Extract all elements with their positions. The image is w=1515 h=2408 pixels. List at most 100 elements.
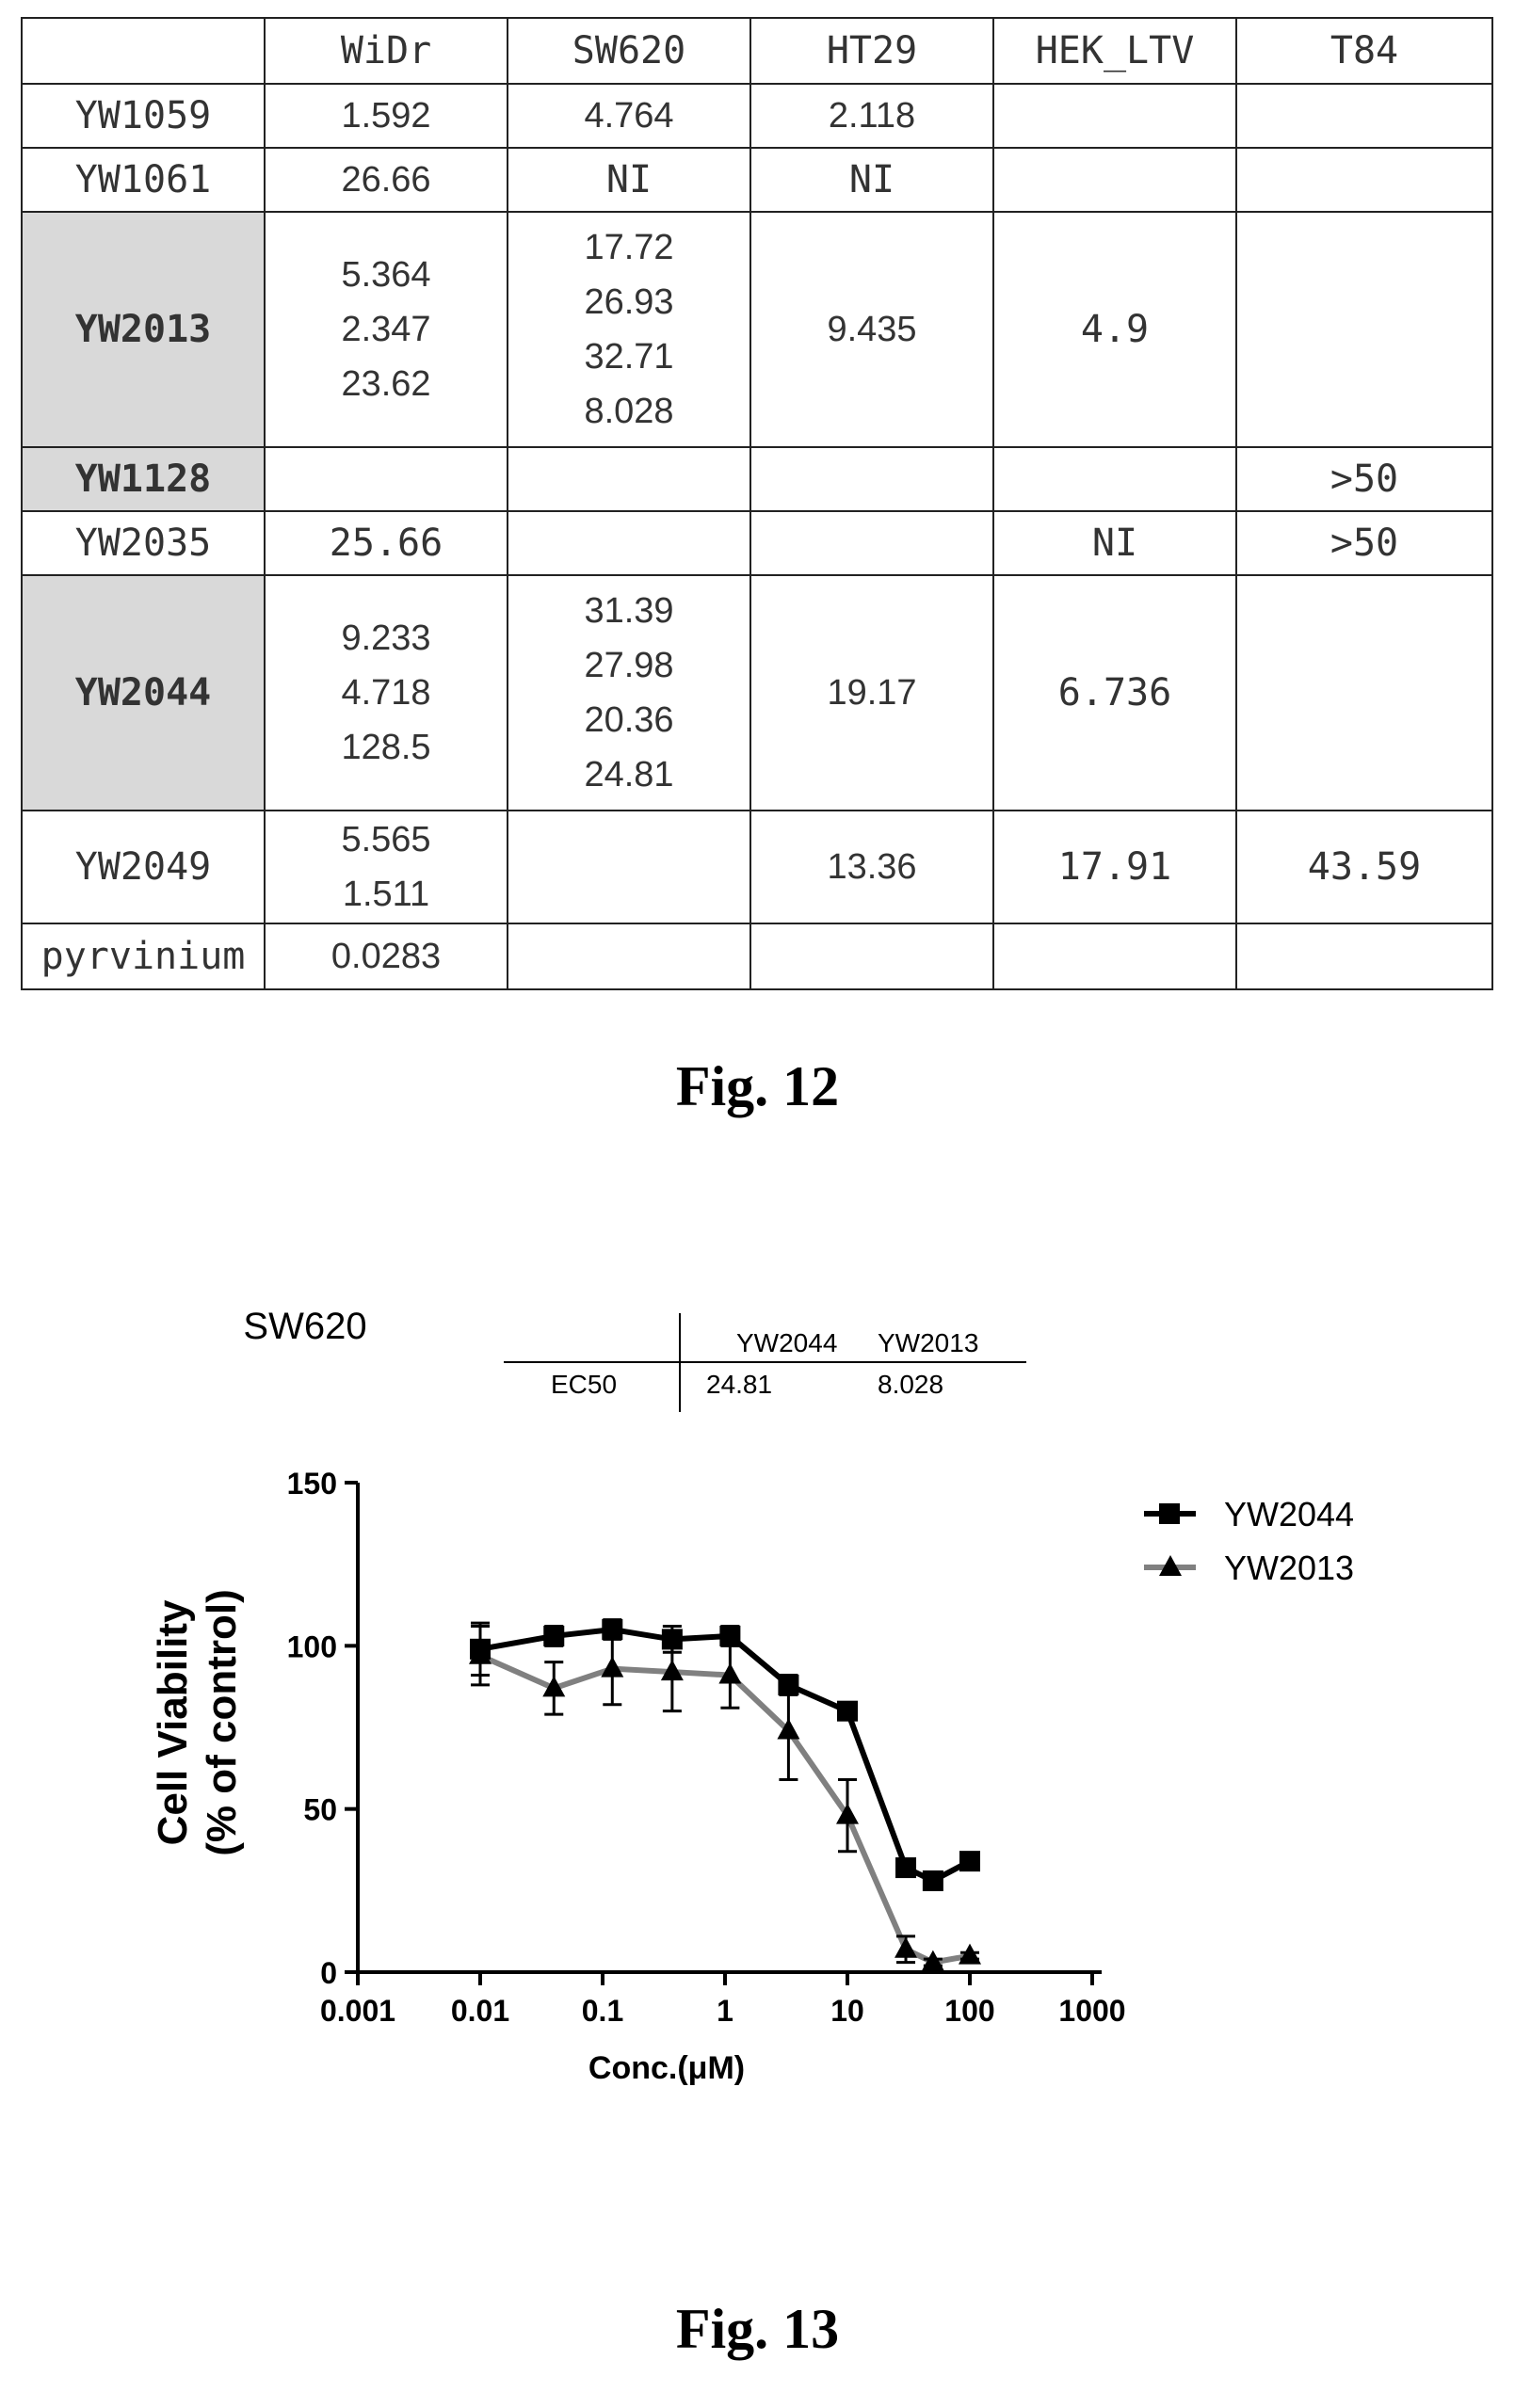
cell-value: 9.233 — [341, 618, 431, 658]
x-axis-label: Conc.(μM) — [588, 2050, 745, 2086]
legend-label-yw2013: YW2013 — [1224, 1549, 1354, 1587]
y-ticks: 0 50 100 150 — [287, 1467, 358, 1990]
x-tick-label: 0.01 — [451, 1994, 509, 2028]
table-cell: NI — [992, 510, 1237, 576]
cell-value: 31.39 — [584, 591, 674, 631]
table-cell — [1235, 83, 1493, 149]
table-cell — [992, 446, 1237, 512]
y-tick-label: 50 — [303, 1793, 337, 1827]
cell-value: 1.592 — [341, 96, 431, 136]
cell-value: 17.72 — [584, 228, 674, 267]
cell-value: >50 — [1330, 522, 1399, 565]
table-cell: 26.66 — [264, 147, 508, 213]
table-cell: >50 — [1235, 510, 1493, 576]
table-cell: 17.91 — [992, 810, 1237, 924]
cell-value: 0.0283 — [330, 937, 442, 976]
data-point — [543, 1625, 565, 1646]
column-header: T84 — [1235, 17, 1493, 85]
cell-value: 5.565 — [341, 820, 431, 859]
ec50-value-yw2013: 8.028 — [878, 1370, 943, 1399]
legend-marker-yw2013 — [1159, 1555, 1182, 1576]
table-header-row: WiDr SW620 HT29 HEK_LTV T84 — [21, 17, 1493, 85]
data-point — [895, 1857, 917, 1879]
cell-value: 6.736 — [1057, 671, 1172, 714]
ec50-mini-table: YW2044 YW2013 EC50 24.81 8.028 — [504, 1313, 1026, 1412]
data-point — [719, 1625, 741, 1646]
column-header: HT29 — [749, 17, 994, 85]
cell-value: 5.364 — [341, 255, 431, 295]
row-header: YW2013 — [21, 211, 266, 448]
cell-value: 27.98 — [584, 646, 674, 685]
ec50-row-label: EC50 — [551, 1370, 617, 1399]
data-point — [959, 1943, 981, 1965]
data-point — [922, 1870, 943, 1891]
table-cell: 5.565 1.511 — [264, 810, 508, 924]
table-cell: 19.17 — [749, 574, 994, 811]
ec50-header-yw2044: YW2044 — [736, 1328, 837, 1357]
y-tick-label: 0 — [320, 1956, 337, 1990]
table-cell — [992, 923, 1237, 990]
data-point — [921, 1950, 944, 1971]
series-line — [479, 1626, 972, 1885]
table-cell: 9.435 — [749, 211, 994, 448]
row-header: YW2049 — [21, 810, 266, 924]
table-row: YW2013 5.364 2.347 23.62 17.72 26.93 32.71 8.02… — [21, 211, 1493, 448]
table-cell — [749, 923, 994, 990]
table-cell: 6.736 — [992, 574, 1237, 811]
table-cell: 5.364 2.347 23.62 — [264, 211, 508, 448]
cell-value: 26.66 — [341, 160, 431, 200]
cell-value: 24.81 — [584, 755, 674, 795]
table-cell: >50 — [1235, 446, 1493, 512]
ec50-header-yw2013: YW2013 — [878, 1328, 978, 1357]
series-line — [478, 1652, 971, 1966]
table-cell — [749, 446, 994, 512]
cell-value: 2.118 — [828, 96, 916, 136]
row-header: YW1059 — [21, 83, 266, 149]
data-point — [601, 1656, 624, 1678]
x-tick-label: 1000 — [1058, 1994, 1125, 2028]
table-cell: 9.233 4.718 128.5 — [264, 574, 508, 811]
data-point — [959, 1851, 980, 1872]
column-header: HEK_LTV — [992, 17, 1237, 85]
data-point — [542, 1676, 566, 1697]
data-point — [894, 1936, 918, 1958]
x-ticks: 0.001 0.01 0.1 1 10 100 1000 — [320, 1972, 1126, 2028]
series-yw2013 — [469, 1625, 981, 1971]
row-header: YW1061 — [21, 147, 266, 213]
table-row: YW2044 9.233 4.718 128.5 31.39 27.98 20.36 24.8… — [21, 574, 1493, 811]
cell-value: 43.59 — [1307, 845, 1422, 889]
data-point — [718, 1662, 742, 1684]
data-point — [660, 1660, 684, 1681]
cell-value: 26.93 — [584, 282, 674, 322]
table-cell: 13.36 — [749, 810, 994, 924]
table-cell — [992, 83, 1237, 149]
data-point — [778, 1674, 799, 1695]
ec50-value-yw2044: 24.81 — [706, 1370, 772, 1399]
chart-axes — [356, 1483, 1102, 1974]
table-cell — [507, 446, 751, 512]
cell-value: 13.36 — [827, 847, 917, 887]
y-tick-label: 150 — [287, 1467, 337, 1501]
data-point — [837, 1700, 858, 1722]
table-cell — [1235, 574, 1493, 811]
cell-value: 32.71 — [584, 337, 674, 377]
y-axis-label: Cell Viability (% of control) — [150, 1589, 245, 1856]
table-cell — [507, 510, 751, 576]
table-row: YW1128 >50 — [21, 446, 1493, 512]
table-cell: 43.59 — [1235, 810, 1493, 924]
cell-value: 20.36 — [584, 700, 674, 740]
table-cell: 0.0283 — [264, 923, 508, 990]
data-point — [777, 1718, 800, 1740]
y-axis-label-line1: Cell Viability — [150, 1599, 196, 1845]
cell-line-title: SW620 — [243, 1306, 366, 1347]
table-row: pyrvinium 0.0283 — [21, 923, 1493, 990]
x-tick-label: 0.1 — [582, 1994, 623, 2028]
cell-value: 128.5 — [341, 728, 431, 767]
row-header: YW1128 — [21, 446, 266, 512]
data-point — [836, 1803, 859, 1824]
cell-value: 9.435 — [827, 310, 917, 349]
table-row: YW1059 1.592 4.764 2.118 — [21, 83, 1493, 149]
x-tick-label: 0.001 — [320, 1994, 395, 2028]
table-row: YW2049 5.565 1.511 13.36 17.91 43.59 — [21, 810, 1493, 924]
x-tick-label: 100 — [944, 1994, 994, 2028]
